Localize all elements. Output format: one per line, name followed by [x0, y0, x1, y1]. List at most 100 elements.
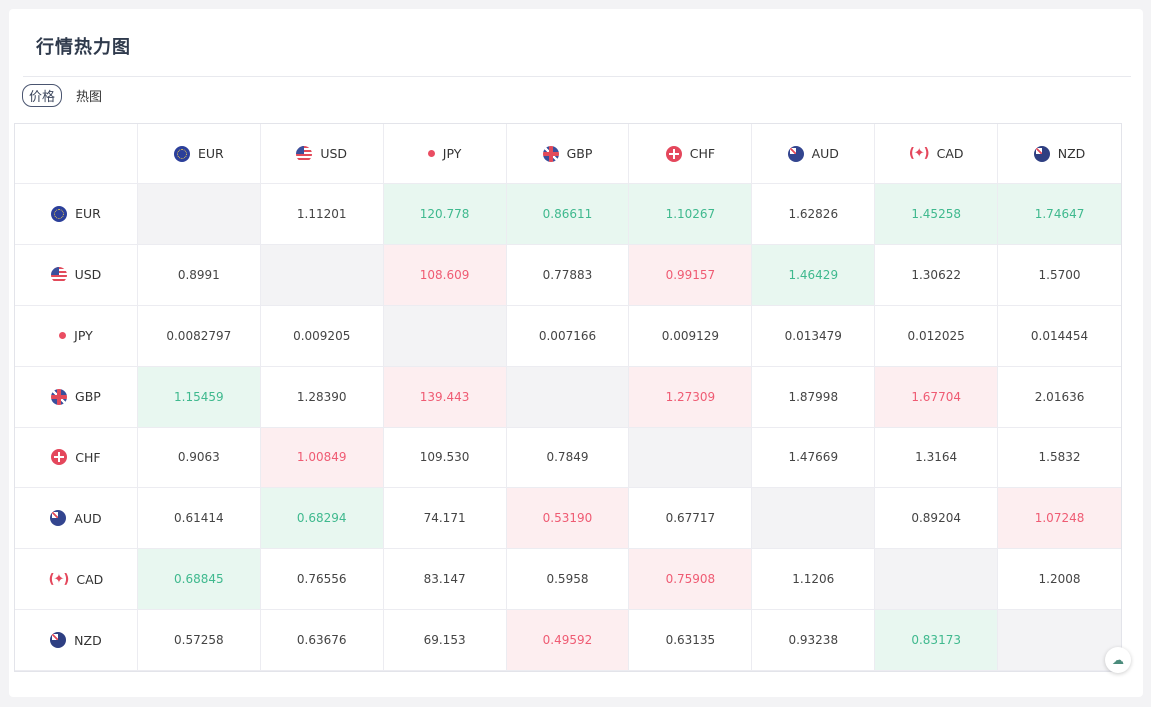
rate-cell[interactable]: 1.74647: [998, 184, 1121, 245]
rate-cell[interactable]: 0.68845: [137, 549, 261, 611]
rate-cell: [875, 549, 999, 611]
rate-cell[interactable]: 0.9063: [137, 427, 261, 489]
rate-cell[interactable]: 120.778: [383, 184, 507, 245]
ch-flag-icon: [51, 449, 68, 466]
tab-price[interactable]: 价格: [22, 84, 63, 107]
rate-cell[interactable]: 1.5700: [998, 245, 1121, 306]
rate-cell[interactable]: 1.07248: [998, 488, 1121, 550]
rate-cell[interactable]: 0.49592: [506, 610, 630, 671]
rate-cell[interactable]: 1.11201: [260, 184, 384, 245]
row-header: NZD: [15, 610, 138, 671]
ch-flag-icon: [665, 145, 682, 162]
row-currency-cad: (✦) CAD: [49, 572, 104, 587]
rate-cell[interactable]: 1.47669: [752, 427, 876, 489]
rate-cell[interactable]: 1.87998: [752, 366, 876, 428]
currency-code: AUD: [74, 510, 102, 526]
rate-cell[interactable]: 139.443: [383, 366, 507, 428]
row-currency-gbp: GBP: [51, 388, 101, 405]
tab-heatmap[interactable]: 热图: [76, 90, 103, 105]
rate-cell[interactable]: 109.530: [383, 427, 507, 489]
currency-code: JPY: [74, 328, 93, 344]
floating-action-button[interactable]: ☁: [1105, 647, 1131, 673]
uk-flag-icon: [51, 388, 68, 405]
rate-cell[interactable]: 1.5832: [998, 428, 1121, 489]
rate-cell[interactable]: 69.153: [383, 610, 507, 671]
us-flag-icon: [296, 145, 313, 162]
rate-cell[interactable]: 1.46429: [752, 244, 876, 306]
column-header: GBP: [506, 124, 630, 184]
currency-code: NZD: [74, 632, 102, 648]
rate-cell[interactable]: 1.67704: [875, 366, 999, 428]
view-tabs: 价格 热图: [22, 84, 102, 107]
row-header: JPY: [15, 305, 138, 367]
rate-cell: [998, 610, 1121, 671]
rate-cell[interactable]: 0.76556: [260, 549, 384, 611]
rate-cell: [506, 366, 630, 428]
rate-cell[interactable]: 0.53190: [506, 488, 630, 550]
rate-cell[interactable]: 0.63676: [260, 610, 384, 671]
row-currency-eur: EUR: [51, 205, 101, 222]
currency-code: CAD: [936, 146, 964, 161]
rate-cell[interactable]: 0.57258: [137, 610, 261, 671]
rate-cell[interactable]: 0.89204: [875, 488, 999, 550]
currency-code: GBP: [566, 146, 593, 161]
rate-cell[interactable]: 0.75908: [629, 549, 753, 611]
rate-cell[interactable]: 0.86611: [506, 184, 630, 245]
row-header: EUR: [15, 184, 138, 245]
rate-cell[interactable]: 0.67717: [629, 488, 753, 550]
rate-cell[interactable]: 1.2008: [998, 549, 1121, 611]
au-flag-icon: [50, 510, 67, 527]
rate-cell[interactable]: 0.83173: [875, 610, 999, 671]
rate-cell: [752, 488, 876, 550]
rate-cell[interactable]: 2.01636: [998, 367, 1121, 428]
eu-flag-icon: [51, 205, 68, 222]
rate-cell[interactable]: 0.0082797: [137, 305, 261, 367]
rate-cell[interactable]: 1.45258: [875, 184, 999, 245]
row-header: AUD: [15, 488, 138, 550]
currency-code: USD: [320, 146, 348, 161]
heatmap-table: EUR USD JPY GBP CHF AUD (✦) CAD NZD EUR 1.11201 120…: [14, 123, 1122, 672]
rate-cell[interactable]: 1.00849: [260, 427, 384, 489]
rate-cell[interactable]: 0.014454: [998, 306, 1121, 367]
rate-cell[interactable]: 1.30622: [875, 244, 999, 306]
au-flag-icon: [787, 145, 804, 162]
rate-cell[interactable]: 1.3164: [875, 427, 999, 489]
column-header: EUR: [137, 124, 261, 184]
rate-cell[interactable]: 0.009129: [629, 305, 753, 367]
rate-cell[interactable]: 0.009205: [260, 305, 384, 367]
col-currency-gbp: GBP: [542, 145, 593, 162]
row-currency-chf: CHF: [51, 449, 101, 466]
rate-cell[interactable]: 0.61414: [137, 488, 261, 550]
jp-flag-icon: [427, 150, 435, 157]
col-currency-cad: (✦) CAD: [909, 146, 964, 161]
currency-code: AUD: [811, 146, 839, 161]
column-header: (✦) CAD: [875, 124, 999, 184]
rate-cell[interactable]: 1.27309: [629, 366, 753, 428]
rate-cell[interactable]: 0.5958: [506, 549, 630, 611]
col-currency-usd: USD: [296, 145, 348, 162]
rate-cell[interactable]: 0.63135: [629, 610, 753, 671]
rate-cell[interactable]: 0.99157: [629, 244, 753, 306]
rate-cell[interactable]: 0.012025: [875, 305, 999, 367]
rate-cell[interactable]: 1.28390: [260, 366, 384, 428]
rate-cell[interactable]: 108.609: [383, 244, 507, 306]
title-divider: [23, 76, 1131, 77]
rate-cell[interactable]: 74.171: [383, 488, 507, 550]
rate-cell[interactable]: 1.15459: [137, 366, 261, 428]
us-flag-icon: [50, 266, 67, 283]
rate-cell[interactable]: 0.7849: [506, 427, 630, 489]
rate-cell[interactable]: 0.77883: [506, 244, 630, 306]
row-header: GBP: [15, 366, 138, 428]
rate-cell[interactable]: 83.147: [383, 549, 507, 611]
rate-cell[interactable]: 0.007166: [506, 305, 630, 367]
rate-cell: [260, 244, 384, 306]
currency-code: EUR: [75, 206, 101, 222]
rate-cell[interactable]: 0.93238: [752, 610, 876, 671]
rate-cell[interactable]: 0.68294: [260, 488, 384, 550]
column-header: JPY: [383, 124, 507, 184]
rate-cell[interactable]: 0.8991: [137, 244, 261, 306]
rate-cell[interactable]: 1.10267: [629, 184, 753, 245]
rate-cell[interactable]: 1.1206: [752, 549, 876, 611]
rate-cell[interactable]: 0.013479: [752, 305, 876, 367]
rate-cell[interactable]: 1.62826: [752, 184, 876, 245]
